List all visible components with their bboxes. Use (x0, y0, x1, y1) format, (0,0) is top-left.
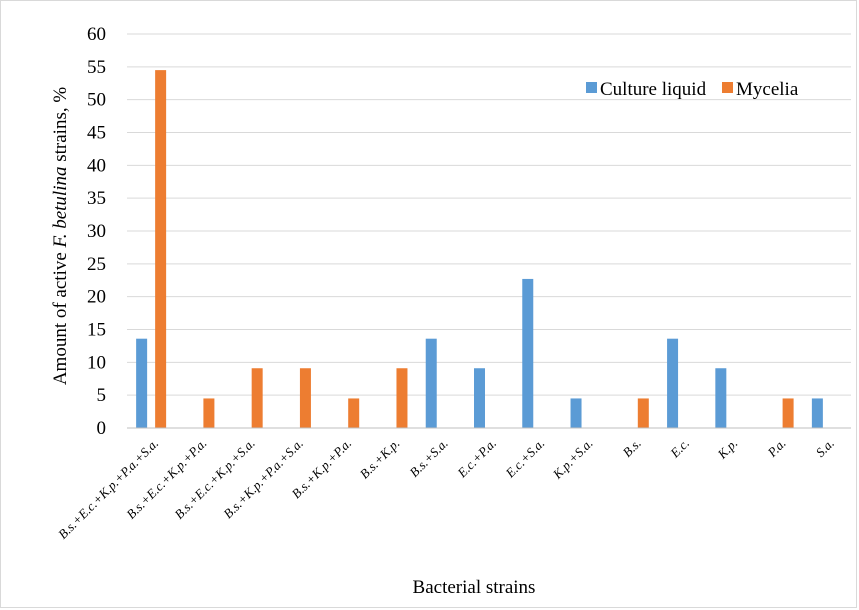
bar-mycelia (203, 398, 215, 428)
bar-culture-liquid (570, 398, 582, 428)
y-tick-label: 40 (87, 155, 106, 176)
y-tick-label: 20 (87, 287, 106, 308)
bar-culture-liquid (136, 338, 148, 428)
x-tick-label: B.s. (620, 436, 644, 460)
x-axis-ticks: B.s.+E.c.+K.p.+P.a.+S.a.B.s.+E.c.+K.p.+P… (55, 436, 837, 542)
legend-swatch (586, 82, 597, 93)
x-tick-label: E.c.+P.a. (454, 436, 499, 481)
y-axis-title: Amount of active F. betulina strains, % (50, 87, 71, 386)
bar-culture-liquid (715, 368, 727, 428)
legend-label: Culture liquid (600, 79, 707, 100)
legend: Culture liquid Mycelia (586, 79, 799, 100)
x-tick-label: K.p.+S.a. (549, 436, 596, 483)
bars (136, 70, 823, 428)
y-axis-title-italic: F. betulina (50, 167, 71, 249)
x-tick-label: B.s.+E.c.+K.p.+S.a. (171, 436, 257, 522)
y-tick-label: 30 (87, 221, 106, 242)
x-tick-label: B.s.+S.a. (406, 436, 450, 480)
legend-label: Mycelia (736, 79, 799, 100)
y-tick-label: 25 (87, 254, 106, 275)
x-tick-label: E.c.+S.a. (502, 436, 548, 482)
y-tick-label: 0 (97, 418, 107, 439)
bar-mycelia (637, 398, 649, 428)
legend-swatch (722, 82, 733, 93)
y-axis-title-prefix: Amount of active (50, 247, 71, 385)
y-axis-ticks: 0 5 10 15 20 25 30 35 40 45 50 55 60 (87, 24, 106, 439)
y-tick-label: 5 (97, 385, 107, 406)
x-tick-label: P.a. (764, 436, 789, 461)
y-tick-label: 35 (87, 188, 106, 209)
bar-mycelia (782, 398, 794, 428)
bar-mycelia (299, 368, 311, 428)
y-tick-label: 50 (87, 90, 106, 111)
bar-mycelia (251, 368, 263, 428)
x-tick-label: B.s.+K.p. (357, 436, 403, 482)
y-tick-label: 10 (87, 352, 106, 373)
bar-culture-liquid (522, 278, 534, 428)
bar-culture-liquid (474, 368, 485, 428)
x-tick-label: E.c. (667, 436, 693, 462)
y-tick-label: 55 (87, 57, 106, 78)
bar-mycelia (396, 368, 408, 428)
bar-culture-liquid (425, 338, 437, 428)
y-tick-label: 15 (87, 320, 106, 341)
x-tick-label: B.s.+E.c.+K.p.+P.a. (123, 436, 209, 522)
bar-culture-liquid (667, 338, 679, 428)
gridlines (127, 33, 851, 396)
bar-mycelia (155, 70, 167, 428)
y-tick-label: 60 (87, 24, 106, 45)
y-tick-label: 45 (87, 123, 106, 144)
x-tick-label: K.p. (714, 436, 741, 463)
bar-mycelia (348, 398, 360, 428)
y-axis-title-suffix: strains, % (50, 87, 71, 167)
bar-culture-liquid (811, 398, 823, 428)
x-axis-title: Bacterial strains (413, 577, 536, 598)
x-tick-label: S.a. (813, 436, 837, 460)
